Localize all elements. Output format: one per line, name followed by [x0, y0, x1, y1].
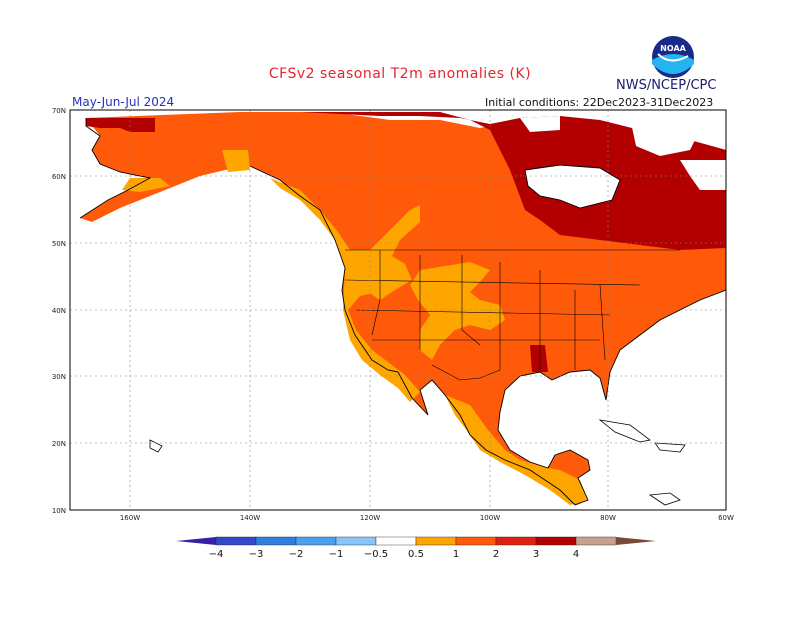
chart-title: CFSv2 seasonal T2m anomalies (K)	[268, 66, 532, 82]
colorbar-label: 0.5	[408, 549, 424, 560]
colorbar-label: 4	[573, 549, 579, 560]
colorbar-segment	[495, 536, 537, 546]
lon-label: 140W	[240, 514, 260, 522]
lat-label: 40N	[52, 307, 66, 315]
light-anomaly-region	[343, 262, 420, 402]
colorbar-segment	[255, 536, 297, 546]
high-anomaly-region	[530, 345, 548, 372]
colorbar-label: 2	[493, 549, 499, 560]
agency-label: NWS/NCEP/CPC	[616, 78, 717, 93]
colorbar-label: −0.5	[364, 549, 388, 560]
neutral-region	[680, 160, 726, 190]
logo-text: NOAA	[660, 44, 686, 53]
colorbar-label: 3	[533, 549, 539, 560]
colorbar-arrow-high	[616, 537, 656, 545]
colorbar-label: −3	[249, 549, 264, 560]
island	[654, 442, 686, 453]
lon-label: 100W	[480, 514, 500, 522]
island	[149, 439, 163, 453]
colorbar-segment	[215, 536, 257, 546]
noaa-logo-icon: NOAA	[652, 36, 694, 78]
lon-label: 60W	[718, 514, 734, 522]
light-anomaly-region	[445, 395, 588, 505]
lon-label: 80W	[600, 514, 616, 522]
graticule	[70, 110, 726, 510]
lat-label: 30N	[52, 373, 66, 381]
colorbar-segment	[415, 536, 457, 546]
high-anomaly-region	[86, 118, 155, 132]
neutral-region	[520, 116, 560, 132]
lon-label: 120W	[360, 514, 380, 522]
lat-label: 50N	[52, 240, 66, 248]
colorbar-label: 1	[453, 549, 459, 560]
colorbar-segment	[535, 536, 577, 546]
lat-label: 70N	[52, 107, 66, 115]
island	[648, 492, 681, 506]
colorbar: −4 −3 −2 −1 −0.5 0.5 1 2 3 4	[176, 536, 656, 560]
colorbar-segment	[455, 536, 497, 546]
colorbar-segment	[575, 536, 617, 546]
colorbar-label: −2	[289, 549, 304, 560]
colorbar-label: −1	[329, 549, 344, 560]
island	[598, 419, 651, 443]
map-frame	[69, 109, 727, 511]
political-borders	[344, 249, 680, 381]
lat-label: 20N	[52, 440, 66, 448]
neutral-region	[630, 118, 700, 156]
colorbar-segment	[335, 536, 377, 546]
forecast-period: May-Jun-Jul 2024	[72, 95, 175, 109]
lat-label: 10N	[52, 507, 66, 515]
high-anomaly-region	[300, 112, 726, 250]
light-anomaly-region	[122, 178, 170, 192]
initial-conditions: Initial conditions: 22Dec2023-31Dec2023	[485, 96, 714, 109]
coastline	[79, 118, 726, 506]
lat-label: 60N	[52, 173, 66, 181]
lon-label: 160W	[120, 514, 140, 522]
light-anomaly-region	[410, 262, 505, 360]
colorbar-segment	[375, 536, 417, 546]
colorbar-segment	[295, 536, 337, 546]
light-anomaly-region	[222, 150, 250, 172]
colorbar-arrow-low	[176, 537, 216, 545]
colorbar-label: −4	[209, 549, 224, 560]
